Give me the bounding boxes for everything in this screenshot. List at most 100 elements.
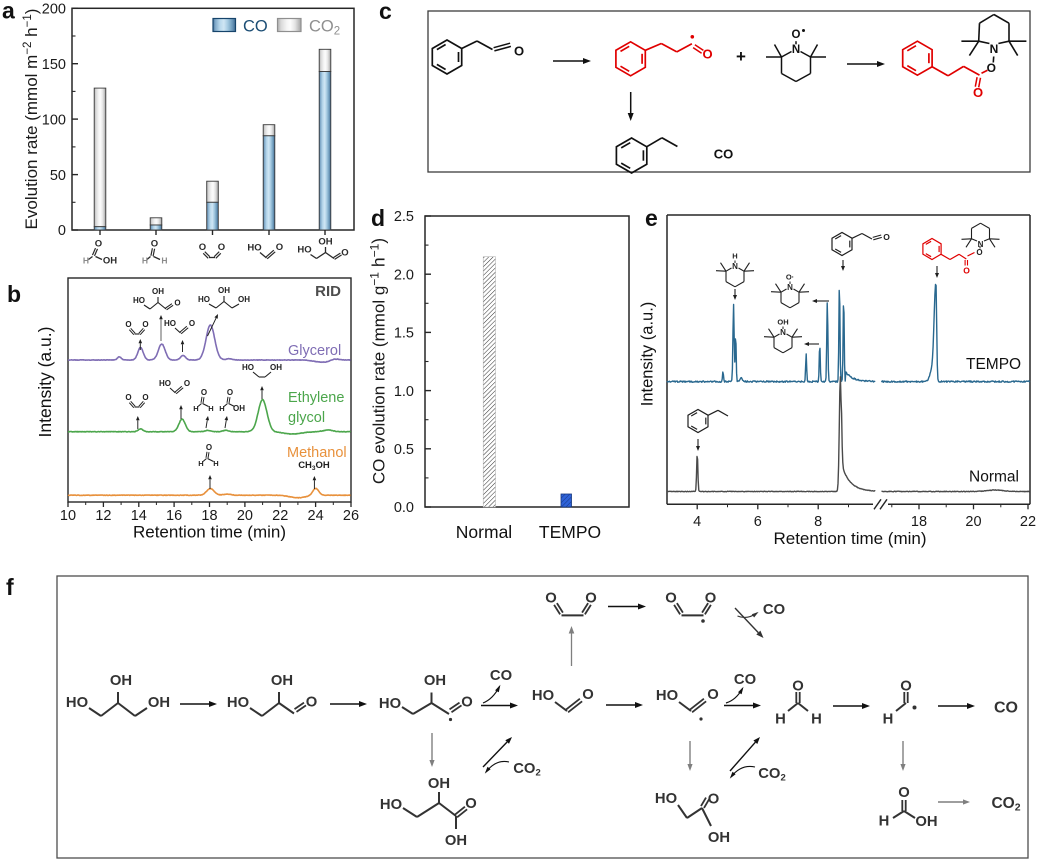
svg-text:H: H xyxy=(83,256,89,266)
svg-text:O: O xyxy=(306,695,318,711)
svg-text:O: O xyxy=(963,266,970,276)
svg-text:0.0: 0.0 xyxy=(394,500,414,516)
svg-text:CO2: CO2 xyxy=(513,761,541,779)
svg-text:O: O xyxy=(95,239,102,250)
svg-text:N: N xyxy=(978,240,984,249)
svg-text:H: H xyxy=(775,712,786,728)
svg-text:O: O xyxy=(227,388,233,397)
svg-text:HO: HO xyxy=(66,695,88,711)
svg-text:Intensity (a.u.): Intensity (a.u.) xyxy=(35,327,55,438)
svg-text:Methanol: Methanol xyxy=(287,445,347,461)
svg-text:N: N xyxy=(792,44,800,56)
svg-text:OH: OH xyxy=(445,833,467,849)
svg-text:O·: O· xyxy=(786,273,794,282)
svg-text:O: O xyxy=(151,239,158,250)
svg-text:Normal: Normal xyxy=(456,522,512,542)
svg-text:HO: HO xyxy=(655,791,677,807)
svg-text:O: O xyxy=(199,242,206,253)
svg-text:OH: OH xyxy=(152,287,164,296)
svg-text:e: e xyxy=(645,205,658,231)
svg-text:H: H xyxy=(732,252,737,261)
svg-text:HO: HO xyxy=(242,363,254,372)
svg-text:OH: OH xyxy=(915,814,937,830)
svg-text:CO: CO xyxy=(714,147,734,162)
svg-text:150: 150 xyxy=(42,57,66,73)
svg-text:HO: HO xyxy=(379,696,401,712)
svg-text:OH: OH xyxy=(424,673,446,689)
svg-text:HO: HO xyxy=(656,688,678,704)
svg-text:O: O xyxy=(707,687,719,703)
svg-text:OH: OH xyxy=(238,295,250,304)
svg-text:HO: HO xyxy=(380,797,402,813)
svg-text:O: O xyxy=(705,591,717,607)
svg-text:OH: OH xyxy=(318,237,332,248)
svg-text:O: O xyxy=(465,796,477,812)
svg-text:N: N xyxy=(990,42,999,56)
svg-text:N: N xyxy=(780,328,786,337)
svg-text:2.5: 2.5 xyxy=(394,209,414,225)
svg-text:18: 18 xyxy=(911,514,927,530)
svg-text:H: H xyxy=(142,256,148,266)
svg-text:H: H xyxy=(883,712,894,728)
svg-text:16: 16 xyxy=(166,508,182,524)
svg-text:1.5: 1.5 xyxy=(394,326,414,342)
svg-text:Evolution rate (mmol m−2 h−1): Evolution rate (mmol m−2 h−1) xyxy=(22,9,41,230)
svg-text:O: O xyxy=(973,85,983,100)
svg-text:Intensity (a.u.): Intensity (a.u.) xyxy=(639,302,657,407)
svg-text:a: a xyxy=(2,0,15,24)
svg-text:CO2: CO2 xyxy=(991,795,1020,814)
svg-text:OH: OH xyxy=(218,286,230,295)
svg-text:HO: HO xyxy=(159,379,171,388)
svg-text:HO: HO xyxy=(133,296,145,305)
svg-text:OH: OH xyxy=(777,318,788,327)
svg-text:20: 20 xyxy=(237,508,253,524)
svg-text:200: 200 xyxy=(42,2,66,18)
svg-text:OH: OH xyxy=(233,404,245,413)
svg-text:HO: HO xyxy=(227,695,249,711)
svg-text:OH: OH xyxy=(148,695,170,711)
svg-text:10: 10 xyxy=(60,508,76,524)
svg-text:CH3OH: CH3OH xyxy=(298,460,330,472)
svg-text:HO: HO xyxy=(164,319,176,328)
svg-text:HO: HO xyxy=(198,295,210,304)
svg-text:O: O xyxy=(206,443,212,452)
svg-text:+: + xyxy=(736,47,746,66)
svg-text:O: O xyxy=(900,679,912,695)
svg-text:O: O xyxy=(792,679,804,695)
svg-text:CO2: CO2 xyxy=(758,766,786,784)
svg-text:CO: CO xyxy=(994,700,1018,717)
svg-text:2.0: 2.0 xyxy=(394,267,414,283)
svg-text:OH: OH xyxy=(110,673,132,689)
svg-text:O: O xyxy=(702,47,712,62)
svg-text:HO: HO xyxy=(297,245,311,256)
svg-text:O: O xyxy=(184,379,190,388)
svg-text:O: O xyxy=(514,44,524,59)
svg-text:Glycerol: Glycerol xyxy=(288,343,341,359)
svg-text:Ethylene: Ethylene xyxy=(288,390,344,406)
svg-text:O: O xyxy=(883,232,890,242)
svg-text:20: 20 xyxy=(965,514,981,530)
svg-text:H: H xyxy=(219,404,224,413)
svg-text:O: O xyxy=(708,792,720,808)
svg-text:CO evolution rate (mmol g−1 h−: CO evolution rate (mmol g−1 h−1) xyxy=(368,238,389,484)
svg-text:O: O xyxy=(276,242,283,253)
svg-text:H: H xyxy=(208,404,213,413)
svg-text:O: O xyxy=(987,61,996,75)
svg-text:glycol: glycol xyxy=(288,410,325,426)
svg-text:1.0: 1.0 xyxy=(394,384,414,400)
svg-text:OH: OH xyxy=(271,673,293,689)
svg-text:O: O xyxy=(792,29,801,41)
svg-text:b: b xyxy=(7,281,21,307)
svg-text:O: O xyxy=(189,319,195,328)
svg-text:H: H xyxy=(879,814,890,830)
svg-text:O: O xyxy=(461,695,473,711)
svg-text:c: c xyxy=(379,0,392,24)
svg-text:O: O xyxy=(582,687,594,703)
svg-text:N: N xyxy=(787,283,793,292)
svg-text:O: O xyxy=(218,242,225,253)
svg-text:O: O xyxy=(142,320,148,329)
svg-text:OH: OH xyxy=(103,256,117,267)
svg-text:f: f xyxy=(6,574,14,600)
svg-text:12: 12 xyxy=(95,508,111,524)
svg-text:24: 24 xyxy=(308,508,324,524)
